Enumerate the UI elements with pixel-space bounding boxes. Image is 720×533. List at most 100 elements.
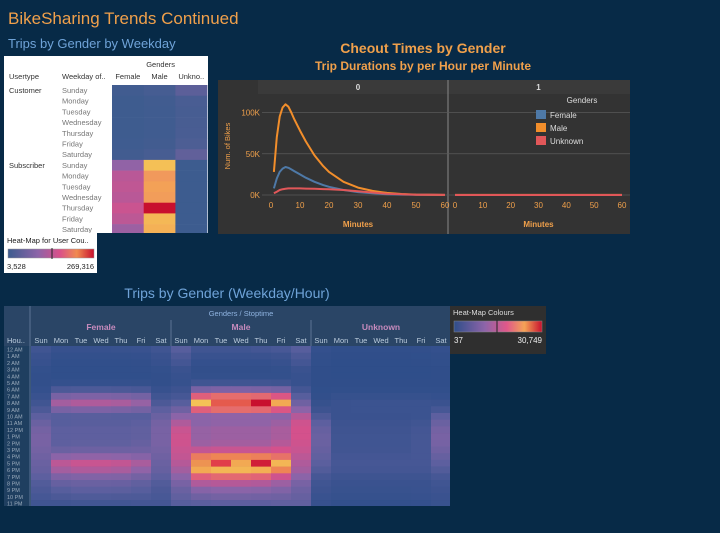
heatmap-cell[interactable] [351, 426, 372, 434]
heatmap-cell[interactable] [251, 473, 272, 481]
heatmap-cell[interactable] [371, 359, 392, 367]
heatmap-cell[interactable] [191, 372, 212, 380]
heatmap-cell[interactable] [191, 406, 212, 414]
heatmap-cell[interactable] [431, 419, 450, 427]
heatmap-cell[interactable] [171, 473, 192, 481]
heatmap-cell[interactable] [51, 372, 72, 380]
heatmap-cell[interactable] [391, 493, 412, 501]
heatmap-cell[interactable] [111, 372, 132, 380]
heatmap-cell[interactable] [431, 406, 450, 414]
heatmap-cell[interactable] [231, 399, 252, 407]
heatmap-cell[interactable] [411, 466, 432, 474]
heatmap-cell[interactable] [371, 486, 392, 494]
heatmap-cell[interactable] [371, 392, 392, 400]
heatmap-cell[interactable] [431, 413, 450, 420]
heatmap-cell[interactable] [231, 453, 252, 461]
heatmap-cell[interactable] [211, 439, 232, 447]
heatmap-cell[interactable] [251, 419, 272, 427]
heatmap-cell[interactable] [331, 392, 352, 400]
heatmap-cell[interactable] [291, 413, 312, 420]
heatmap-cell[interactable] [31, 486, 52, 494]
heatmap-cell[interactable] [111, 439, 132, 447]
heatmap-cell[interactable] [431, 473, 450, 481]
heatmap-cell[interactable] [71, 399, 92, 407]
heatmap-cell[interactable] [71, 413, 92, 420]
heatmap-cell[interactable] [331, 419, 352, 427]
heatmap-cell[interactable] [91, 500, 112, 506]
heatmap-cell[interactable] [51, 439, 72, 447]
heatmap-cell[interactable] [351, 500, 372, 506]
heatmap-cell[interactable] [111, 379, 132, 387]
heatmap-cell[interactable] [51, 399, 72, 407]
heatmap-cell[interactable] [291, 453, 312, 461]
heatmap-cell[interactable] [291, 399, 312, 407]
heatmap-cell[interactable] [271, 392, 292, 400]
heatmap-cell[interactable] [51, 366, 72, 374]
heatmap-cell[interactable] [211, 379, 232, 387]
heatmap-cell[interactable] [431, 480, 450, 487]
heatmap-cell[interactable] [211, 446, 232, 454]
heatmap-cell[interactable] [351, 433, 372, 441]
heatmap-cell[interactable] [231, 493, 252, 501]
heatmap-cell[interactable] [211, 500, 232, 506]
heatmap-cell[interactable] [411, 459, 432, 467]
heatmap-cell[interactable] [251, 426, 272, 434]
heatmap-cell[interactable] [251, 493, 272, 501]
heatmap-cell[interactable] [431, 366, 450, 374]
heatmap-cell[interactable] [271, 459, 292, 467]
heatmap-cell[interactable] [351, 453, 372, 461]
heatmap-cell[interactable] [112, 192, 144, 203]
heatmap-cell[interactable] [143, 127, 176, 139]
heatmap-cell[interactable] [51, 459, 72, 467]
heatmap-cell[interactable] [151, 419, 172, 427]
heatmap-cell[interactable] [311, 446, 332, 454]
heatmap-cell[interactable] [131, 392, 152, 400]
heatmap-cell[interactable] [311, 459, 332, 467]
heatmap-cell[interactable] [131, 399, 152, 407]
heatmap-cell[interactable] [331, 486, 352, 494]
heatmap-cell[interactable] [391, 346, 412, 353]
heatmap-cell[interactable] [151, 493, 172, 501]
heatmap-cell[interactable] [311, 406, 332, 414]
heatmap-cell[interactable] [311, 419, 332, 427]
heatmap-cell[interactable] [411, 392, 432, 400]
heatmap-cell[interactable] [271, 446, 292, 454]
heatmap-cell[interactable] [151, 386, 172, 394]
heatmap-cell[interactable] [231, 359, 252, 367]
heatmap-cell[interactable] [371, 372, 392, 380]
heatmap-cell[interactable] [431, 493, 450, 501]
heatmap-cell[interactable] [351, 493, 372, 501]
heatmap-cell[interactable] [171, 366, 192, 374]
heatmap-cell[interactable] [111, 473, 132, 481]
heatmap-cell[interactable] [211, 466, 232, 474]
heatmap-cell[interactable] [331, 346, 352, 353]
heatmap-cell[interactable] [371, 453, 392, 461]
heatmap-cell[interactable] [371, 493, 392, 501]
heatmap-cell[interactable] [311, 493, 332, 501]
heatmap-cell[interactable] [111, 493, 132, 501]
heatmap-cell[interactable] [331, 480, 352, 487]
heatmap-cell[interactable] [111, 399, 132, 407]
heatmap-cell[interactable] [131, 473, 152, 481]
heatmap-cell[interactable] [151, 466, 172, 474]
heatmap-cell[interactable] [171, 379, 192, 387]
heatmap-cell[interactable] [131, 366, 152, 374]
heatmap-cell[interactable] [311, 392, 332, 400]
heatmap-cell[interactable] [112, 224, 144, 233]
heatmap-cell[interactable] [131, 346, 152, 353]
heatmap-cell[interactable] [251, 446, 272, 454]
heatmap-cell[interactable] [91, 366, 112, 374]
heatmap-cell[interactable] [111, 419, 132, 427]
heatmap-cell[interactable] [71, 433, 92, 441]
heatmap-cell[interactable] [91, 346, 112, 353]
heatmap-cell[interactable] [191, 346, 212, 353]
heatmap-cell[interactable] [31, 493, 52, 501]
heatmap-cell[interactable] [71, 359, 92, 367]
heatmap-cell[interactable] [271, 500, 292, 506]
heatmap-cell[interactable] [371, 433, 392, 441]
heatmap-cell[interactable] [175, 213, 208, 225]
heatmap-cell[interactable] [351, 352, 372, 360]
heatmap-cell[interactable] [143, 159, 176, 171]
heatmap-cell[interactable] [175, 149, 208, 161]
heatmap-cell[interactable] [111, 500, 132, 506]
